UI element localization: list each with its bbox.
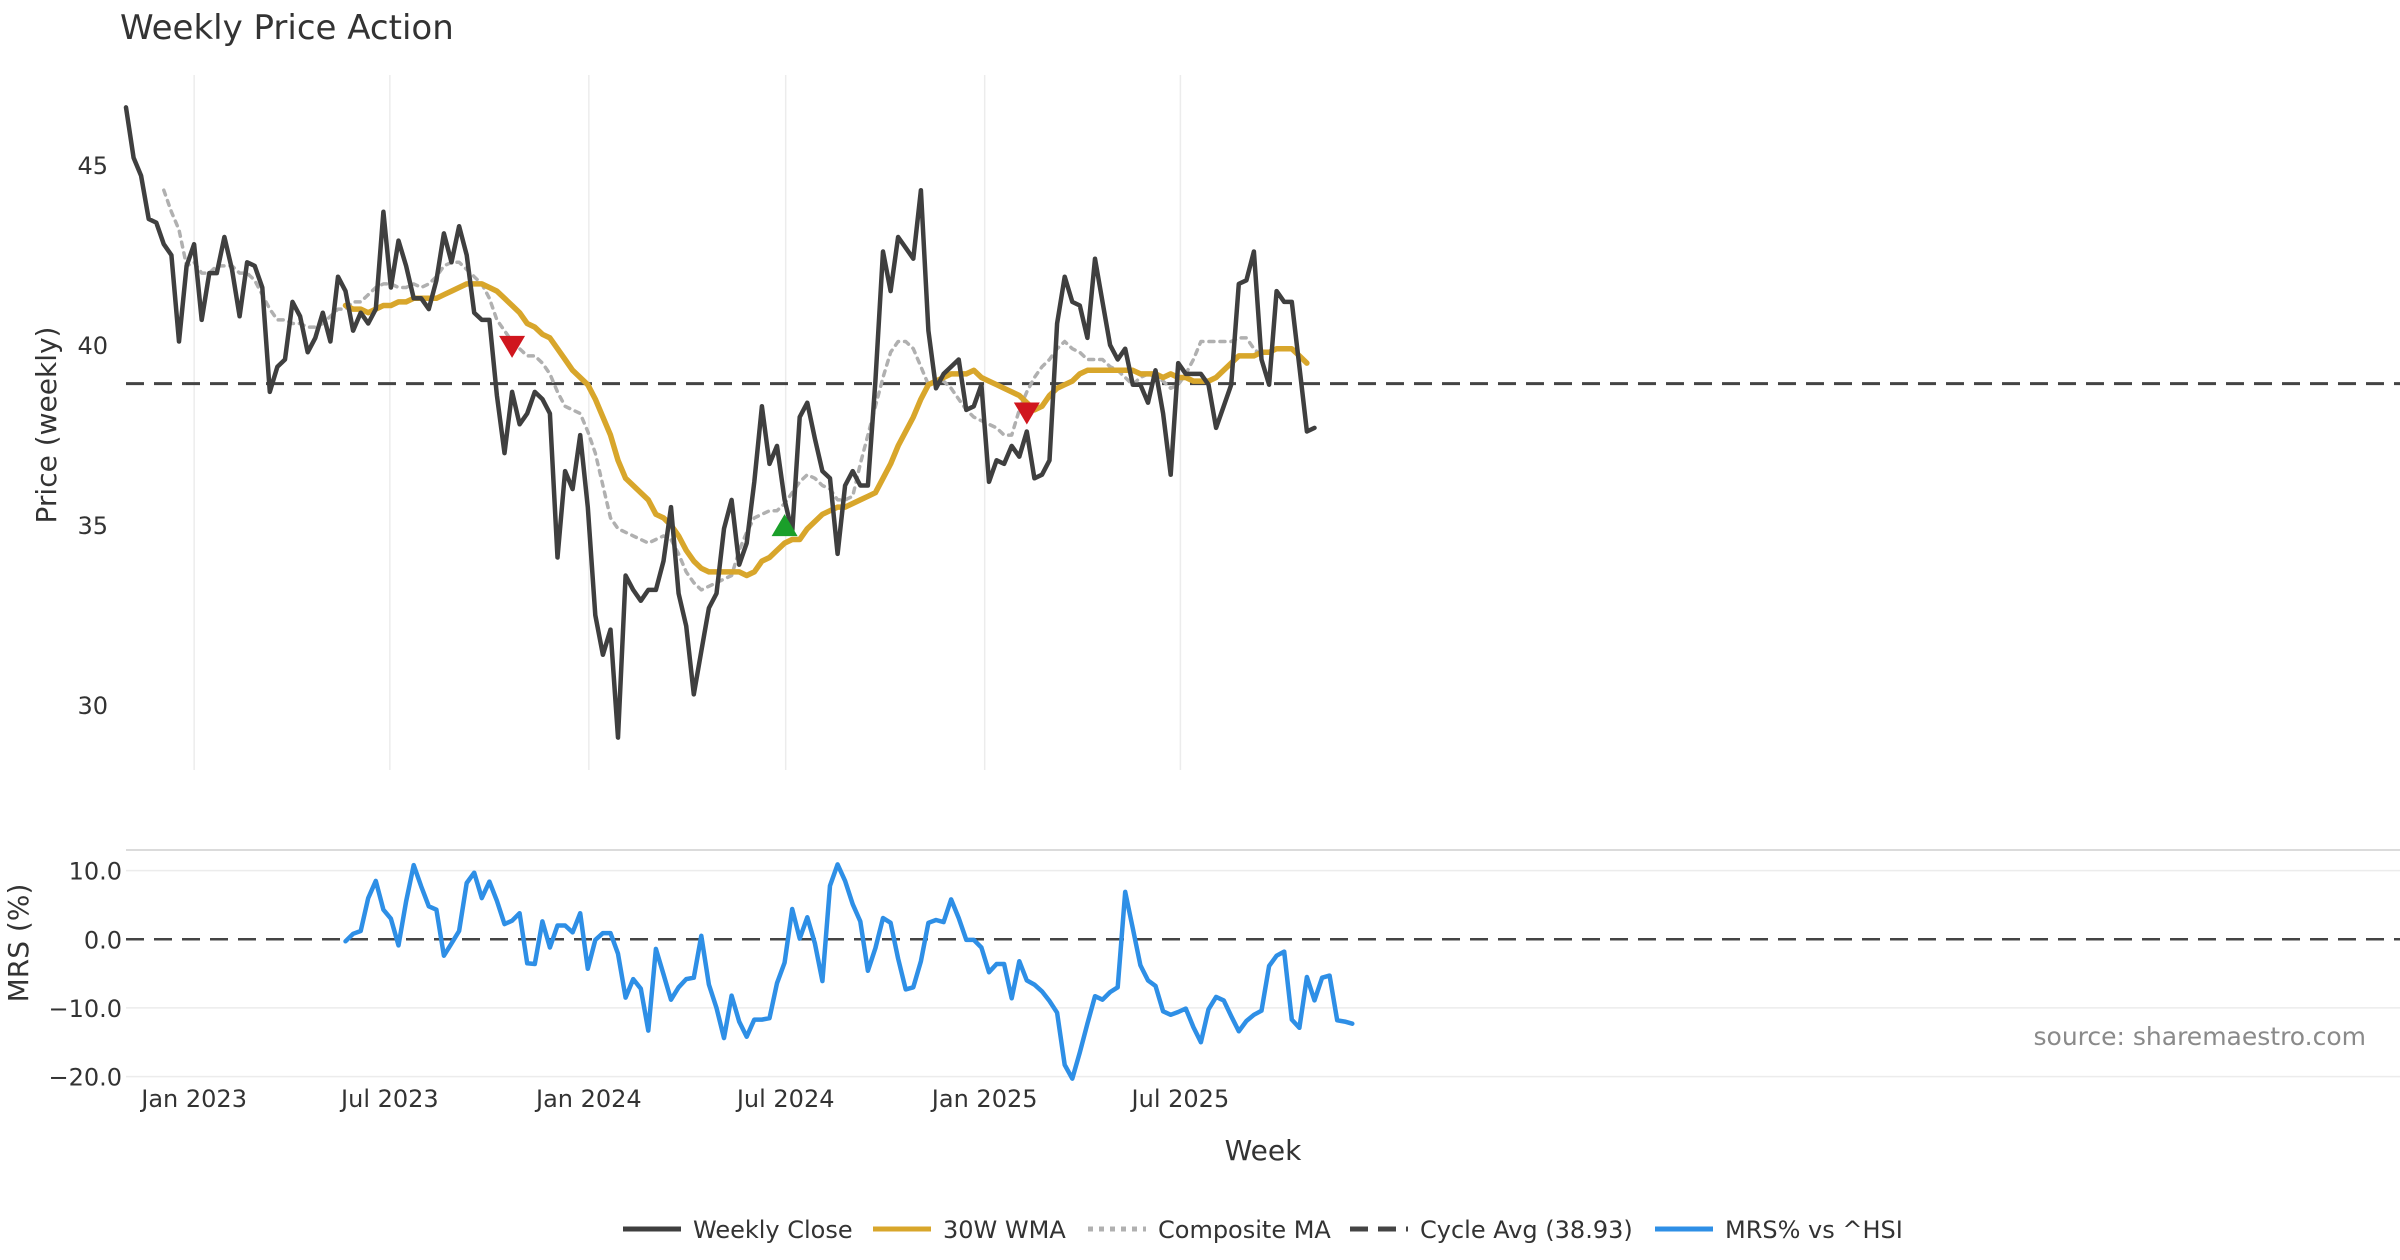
x-axis-title: Week [1225, 1134, 1302, 1167]
signal-markers [499, 335, 1040, 537]
price-y-tick-label: 35 [77, 512, 108, 540]
legend-label: 30W WMA [943, 1216, 1066, 1244]
legend-label: Cycle Avg (38.93) [1420, 1216, 1633, 1244]
mrs-y-tick-label: 0.0 [84, 926, 122, 954]
price-y-axis: 30 35 40 45 [77, 152, 108, 720]
legend: Weekly Close 30W WMA Composite MA Cycle Avg… [623, 1216, 1903, 1244]
mrs-y-axis-title: MRS (%) [2, 884, 35, 1003]
mrs-series-group [343, 862, 1355, 1081]
legend-label: MRS% vs ^HSI [1725, 1216, 1903, 1244]
source-credit: source: sharemaestro.com [2034, 1022, 2367, 1051]
sell-signal-marker [499, 335, 526, 358]
price-y-tick-label: 30 [77, 692, 108, 720]
legend-label: Composite MA [1158, 1216, 1331, 1244]
price-y-axis-title: Price (weekly) [30, 327, 63, 524]
series-line-30w-wma [342, 281, 1310, 579]
mrs-y-tick-label: −20.0 [48, 1064, 122, 1092]
series-line-mrs [343, 862, 1355, 1081]
mrs-y-tick-label: 10.0 [69, 858, 122, 886]
price-y-tick-label: 45 [77, 152, 108, 180]
x-tick-label: Jan 2025 [930, 1085, 1038, 1113]
x-tick-label: Jan 2023 [139, 1085, 247, 1113]
buy-signal-marker [771, 514, 798, 537]
x-tick-label: Jul 2023 [339, 1085, 439, 1113]
sell-signal-marker [1013, 402, 1040, 425]
price-series-group [123, 105, 2400, 740]
legend-label: Weekly Close [693, 1216, 853, 1244]
chart-title: Weekly Price Action [120, 8, 454, 48]
mrs-y-axis: 10.0 0.0 −10.0 −20.0 [48, 858, 122, 1092]
x-tick-label: Jul 2024 [735, 1085, 835, 1113]
x-tick-label: Jul 2025 [1130, 1085, 1230, 1113]
x-axis: Jan 2023 Jul 2023 Jan 2024 Jul 2024 Jan 2025… [139, 1085, 1229, 1113]
mrs-y-tick-label: −10.0 [48, 995, 122, 1023]
price-y-tick-label: 40 [77, 332, 108, 360]
x-tick-label: Jan 2024 [534, 1085, 642, 1113]
series-line-weekly-close [123, 105, 1317, 740]
